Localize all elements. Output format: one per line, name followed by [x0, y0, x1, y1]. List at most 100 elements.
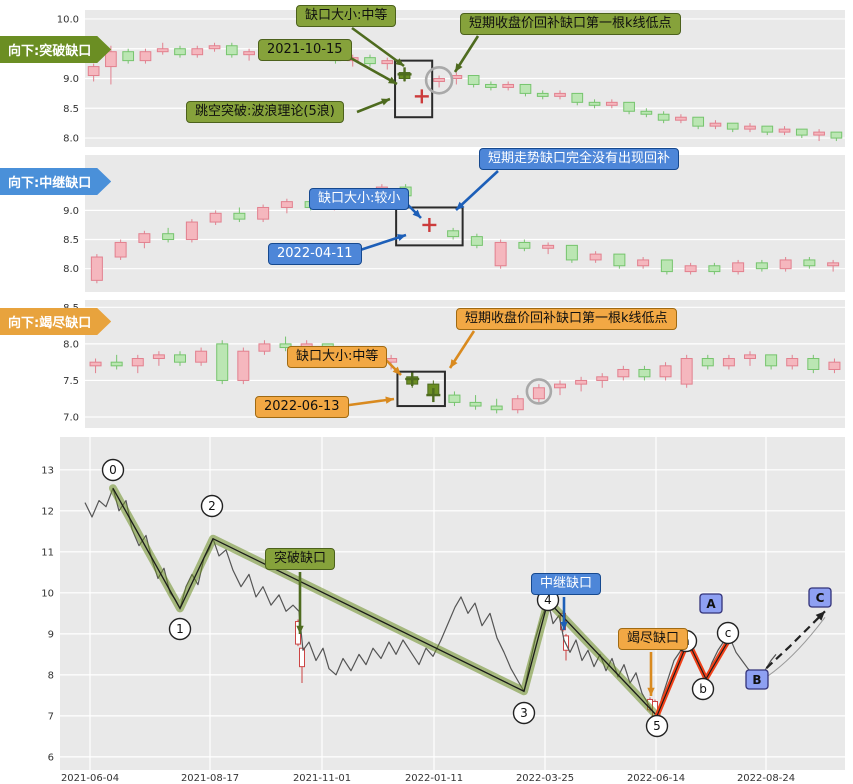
candle-body [518, 241, 531, 249]
candle-body [260, 51, 273, 59]
annotation-arrowhead [455, 63, 463, 72]
candle-body [803, 259, 816, 267]
annotation-arrow [346, 54, 398, 86]
x-tick-label: 2021-06-04 [61, 773, 119, 784]
y-tick-label: 9 [48, 629, 54, 640]
annotation-arrow [455, 170, 499, 211]
candle-body [225, 45, 238, 56]
candle-body [744, 354, 756, 360]
candle-body [575, 379, 588, 385]
candle-body [216, 343, 229, 381]
candle-body [623, 101, 635, 112]
candle-body [156, 48, 169, 53]
y-tick-label: 8.0 [63, 134, 79, 145]
abc-wave-line [656, 637, 731, 717]
x-tick-label: 2021-11-01 [293, 773, 351, 784]
candle-body [692, 116, 705, 127]
wave-number-circle [716, 621, 740, 645]
candle-body [494, 241, 507, 267]
y-tick-label: 8.0 [63, 264, 79, 275]
x-tick-label: 2022-08-24 [737, 773, 795, 784]
candle-body [233, 212, 246, 220]
mini-candle-body [299, 647, 305, 668]
y-tick-label: 9.0 [63, 206, 79, 217]
candle-body [139, 51, 152, 62]
x-tick-label: 2021-08-17 [181, 773, 239, 784]
candle-body [511, 398, 524, 411]
fill-marker-circle [525, 378, 553, 405]
candle-body [162, 233, 175, 241]
annotation-arrowhead [456, 201, 465, 210]
y-tick-label: 10.0 [57, 14, 79, 25]
candle-body [786, 358, 799, 367]
candle-body [660, 259, 673, 273]
candle-body [828, 361, 841, 370]
wave-letter-label: C [816, 591, 825, 605]
candle-body [174, 48, 186, 56]
price-line [84, 487, 777, 717]
candle-body [364, 350, 376, 363]
candle-body [765, 354, 778, 367]
candle-body [744, 125, 756, 130]
annotation-arrowhead [450, 359, 458, 368]
candle-body [532, 387, 545, 400]
candle-body [589, 253, 602, 261]
candle-body [304, 201, 317, 208]
wave-letter-box [745, 669, 769, 690]
candle-body [795, 128, 808, 136]
candle-body [174, 354, 186, 363]
wave-number-label: 3 [520, 706, 528, 720]
candle-body [640, 110, 653, 115]
candle-body [675, 116, 687, 121]
annotation-arrow [351, 26, 405, 68]
y-tick-label: 7.0 [63, 413, 79, 424]
fill-marker-circle [424, 65, 454, 95]
y-tick-label: 8.5 [63, 303, 79, 314]
candle-body [755, 262, 768, 270]
wave-number-circle [168, 617, 192, 641]
candle-body [613, 253, 626, 267]
candle-body [329, 48, 342, 62]
candle-body [571, 92, 584, 103]
wave-number-label: b [699, 682, 707, 696]
candle-body [295, 48, 307, 53]
annotation-arrowhead [395, 58, 404, 66]
candle-body [447, 230, 460, 238]
candle-body [105, 51, 117, 68]
gap-highlight-rect [396, 370, 446, 408]
annotation-arrowhead [296, 625, 304, 634]
wave-number-label: c [725, 626, 732, 640]
annotation-arrowhead [388, 76, 397, 84]
wave-number-circle [101, 458, 125, 482]
y-tick-label: 11 [41, 547, 54, 558]
candle-body [536, 92, 549, 97]
candle-body [680, 358, 693, 385]
candle-body [433, 78, 445, 82]
x-tick-label: 2022-01-11 [405, 773, 463, 784]
x-tick-label: 2022-06-14 [627, 773, 685, 784]
candle-body [709, 122, 722, 127]
candle-body [605, 101, 618, 106]
projection-dashed-line [756, 610, 826, 678]
y-tick-label: 7.5 [63, 376, 79, 387]
wave-letter-label: B [752, 673, 761, 687]
candle-body [701, 358, 714, 367]
wave-letter-box [808, 587, 832, 608]
candle-body [257, 206, 270, 220]
candle-body [191, 48, 204, 56]
y-tick-label: 10 [41, 588, 54, 599]
candle-body [258, 343, 271, 352]
wave-letter-box [699, 593, 723, 614]
candle-body [807, 358, 820, 370]
wave-number-label: 5 [653, 719, 661, 733]
candle-body [779, 259, 792, 270]
candle-body [122, 51, 135, 62]
y-tick-label: 8.5 [63, 235, 79, 246]
candle-body [300, 343, 313, 349]
candle-body [208, 45, 221, 50]
y-tick-label: 9.0 [63, 74, 79, 85]
candle-body [617, 368, 630, 378]
candle-body [243, 51, 255, 56]
wave-number-label: 1 [176, 622, 184, 636]
